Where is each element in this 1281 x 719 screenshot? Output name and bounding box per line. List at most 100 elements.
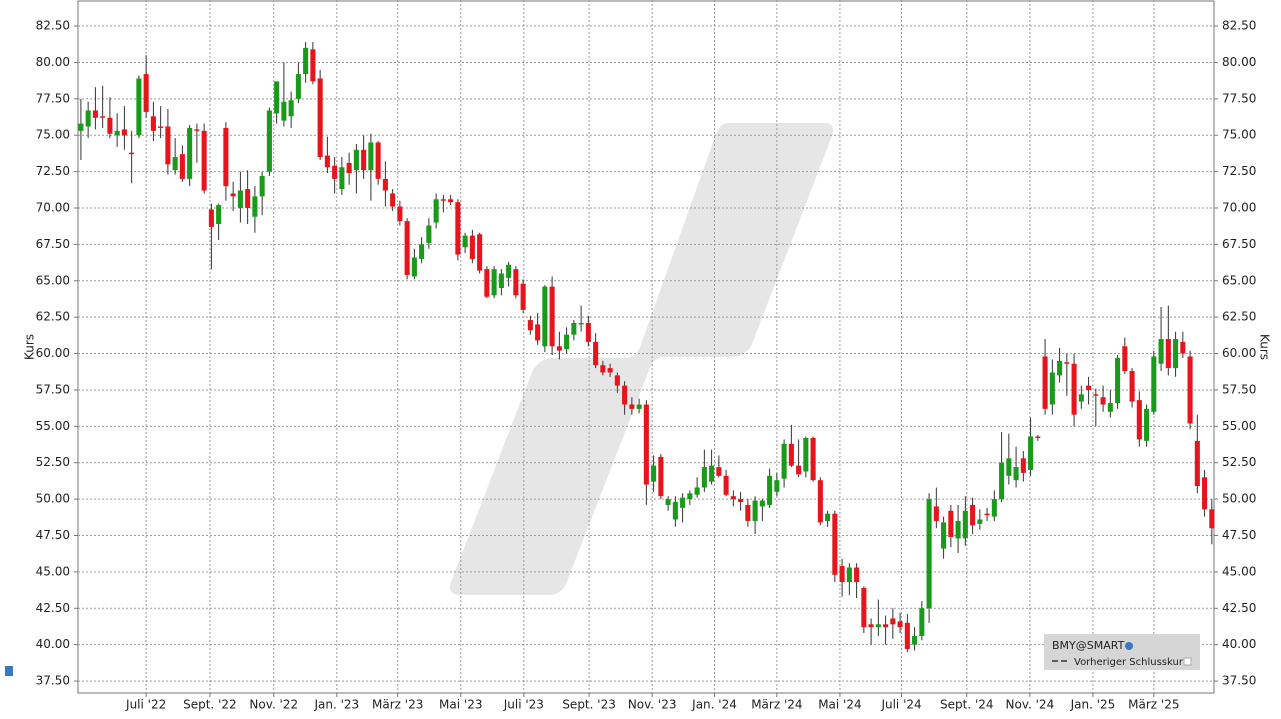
candle-body	[803, 437, 809, 472]
x-tick-label: März '25	[1128, 698, 1179, 712]
y-tick-label-right: 70.00	[1222, 201, 1256, 215]
y-tick-label: 47.50	[36, 528, 70, 542]
candle-body	[875, 624, 881, 628]
y-tick-label-right: 55.00	[1222, 419, 1256, 433]
candle-body	[1144, 408, 1150, 441]
y-tick-label-right: 37.50	[1222, 674, 1256, 688]
y-tick-label-right: 65.00	[1222, 273, 1256, 287]
candle-body	[672, 502, 678, 520]
candle-body	[854, 567, 860, 583]
candle-body	[245, 189, 251, 209]
y-tick-label: 77.50	[36, 91, 70, 105]
candle-body	[223, 127, 229, 187]
candle-body	[506, 264, 512, 278]
candle-body	[498, 273, 504, 289]
x-tick-label: Sept. '23	[562, 698, 616, 712]
y-tick-label: 50.00	[36, 492, 70, 506]
candle-body	[172, 157, 178, 171]
candle-body	[832, 513, 838, 575]
candle-body	[926, 499, 932, 609]
candle-body	[179, 154, 185, 179]
candle-body	[78, 123, 84, 131]
candle-body	[1136, 400, 1142, 440]
candle-body	[970, 504, 976, 526]
candle-body	[368, 142, 374, 171]
candle-body	[1107, 403, 1113, 412]
candle-body	[1194, 440, 1200, 487]
watermark	[449, 123, 834, 595]
candle-body	[868, 624, 874, 628]
legend-icon	[1125, 642, 1133, 650]
candle-body	[759, 500, 765, 507]
candle-body	[1100, 397, 1106, 405]
y-tick-label-right: 52.50	[1222, 455, 1256, 469]
candle-body	[1086, 385, 1092, 390]
y-tick-label-right: 75.00	[1222, 128, 1256, 142]
y-tick-label: 65.00	[36, 273, 70, 287]
candle-body	[310, 49, 316, 82]
candle-body	[455, 202, 461, 255]
candle-body	[100, 116, 106, 118]
candle-body	[716, 467, 722, 476]
candle-body	[912, 635, 918, 645]
candle-body	[1187, 356, 1193, 424]
candle-body	[745, 504, 751, 521]
x-tick-label: März '23	[372, 698, 423, 712]
candle-body	[1057, 360, 1063, 376]
y-tick-label: 82.50	[36, 19, 70, 33]
candle-body	[121, 129, 127, 136]
candle-body	[955, 520, 961, 539]
candle-body	[527, 320, 533, 331]
y-tick-label: 70.00	[36, 201, 70, 215]
candle-body	[658, 456, 664, 497]
candle-body	[665, 499, 671, 505]
candle-body	[266, 110, 272, 172]
candle-body	[701, 467, 707, 488]
x-tick-label: Mai '23	[439, 698, 482, 712]
candle-body	[984, 513, 990, 516]
candle-body	[1180, 341, 1186, 354]
candle-body	[194, 129, 200, 131]
y-tick-label: 57.50	[36, 382, 70, 396]
candle-body	[1129, 371, 1135, 402]
candle-body	[781, 443, 787, 479]
candle-body	[643, 404, 649, 485]
candle-body	[709, 465, 715, 482]
y-tick-label-right: 80.00	[1222, 55, 1256, 69]
x-tick-label: Sept. '22	[183, 698, 237, 712]
candle-body	[317, 78, 323, 158]
candle-body	[513, 269, 519, 296]
legend-checkbox[interactable]	[1183, 657, 1192, 666]
candle-body	[303, 47, 309, 75]
candle-body	[150, 116, 156, 131]
x-tick-label: Jan. '23	[313, 698, 359, 712]
candle-body	[1020, 458, 1026, 473]
candle-body	[535, 324, 541, 341]
candle-body	[1151, 356, 1157, 412]
candle-body	[462, 235, 468, 248]
candle-body	[825, 513, 831, 521]
candle-body	[390, 193, 396, 207]
y-tick-label: 80.00	[36, 55, 70, 69]
candle-body	[614, 375, 620, 386]
candle-body	[962, 510, 968, 539]
candle-body	[1064, 362, 1070, 364]
candle-body	[839, 566, 845, 583]
y-tick-label-right: 60.00	[1222, 346, 1256, 360]
candle-body	[187, 127, 193, 179]
candle-body	[904, 622, 910, 650]
candle-body	[585, 322, 591, 342]
candle-body	[1202, 477, 1208, 510]
candle-body	[1071, 363, 1077, 415]
candle-body	[890, 618, 896, 625]
candle-body	[107, 117, 113, 134]
candle-body	[774, 480, 780, 492]
candle-body	[1158, 339, 1164, 364]
y-tick-label-right: 72.50	[1222, 164, 1256, 178]
y-tick-label-right: 77.50	[1222, 91, 1256, 105]
candle-body	[237, 190, 243, 209]
x-tick-label: Juli '22	[125, 698, 166, 712]
candle-body	[1042, 356, 1048, 409]
y-axis-title: Kurs	[23, 334, 37, 360]
